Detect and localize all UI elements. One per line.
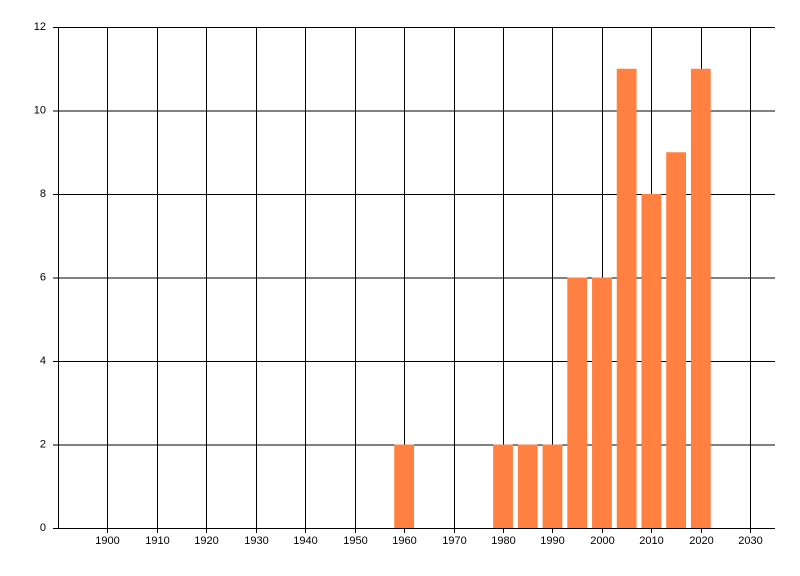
y-tick-label: 12 [34,21,46,33]
bar [592,277,612,528]
bar [666,152,686,528]
x-tick-label: 2030 [738,535,762,547]
x-tick-label: 1960 [392,535,416,547]
bar [542,444,563,528]
x-tick-label: 2000 [590,535,614,547]
bar [567,277,588,528]
x-tick-label: 1940 [293,535,317,547]
x-tick-label: 1910 [145,535,169,547]
bar [641,194,662,528]
y-tick-label: 4 [40,355,46,367]
x-tick-label: 2020 [689,535,713,547]
bar [517,444,538,528]
bar [394,444,415,528]
y-tick-label: 10 [34,104,46,116]
y-tick-label: 8 [40,188,46,200]
y-tick-label: 0 [40,522,46,534]
x-tick-label: 1950 [343,535,367,547]
bar [493,444,513,528]
y-tick-label: 2 [40,438,46,450]
bar [690,68,711,528]
x-tick-label: 2010 [639,535,663,547]
x-tick-label: 1930 [244,535,268,547]
x-tick-label: 1990 [540,535,564,547]
x-tick-label: 1970 [442,535,466,547]
x-tick-label: 1920 [194,535,218,547]
y-tick-label: 6 [40,271,46,283]
x-tick-label: 1900 [95,535,119,547]
x-tick-label: 1980 [491,535,515,547]
bar [616,68,637,528]
